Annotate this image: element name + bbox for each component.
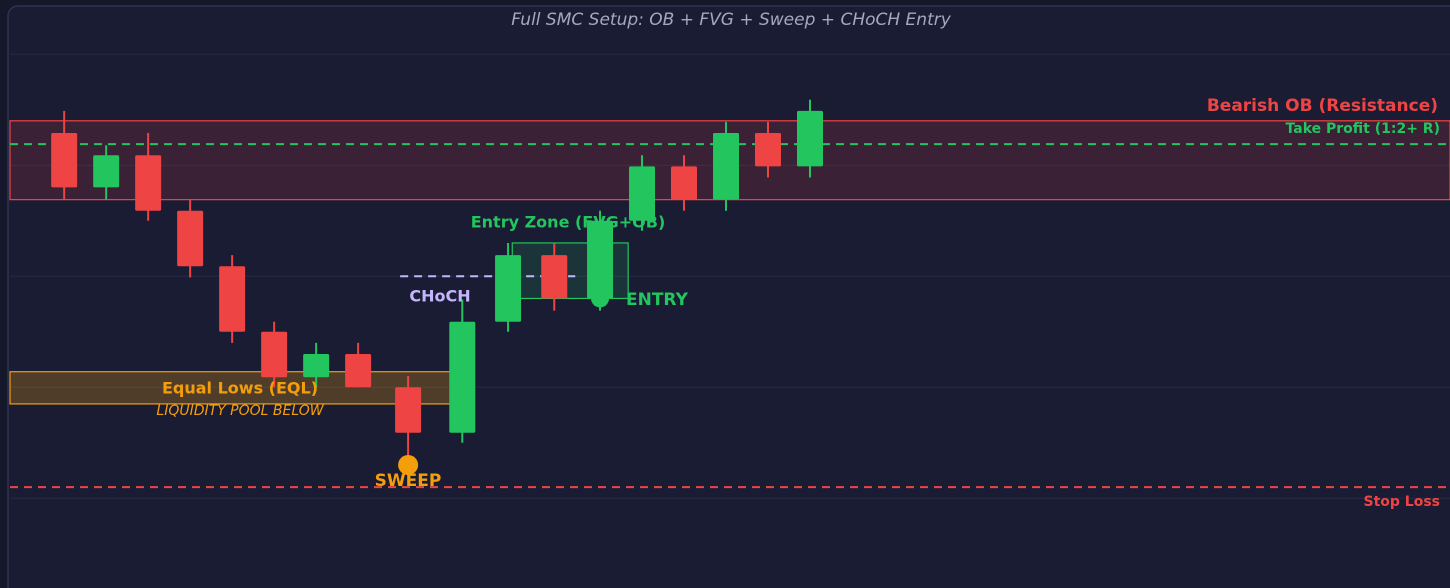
candle-body — [797, 110, 823, 167]
marker — [398, 454, 419, 475]
candle-body — [587, 220, 614, 299]
candle-body — [671, 166, 698, 200]
candle-body — [395, 387, 422, 433]
candle-body — [135, 155, 162, 211]
marker — [591, 289, 610, 308]
candle-body — [219, 266, 246, 332]
zone — [9, 371, 452, 405]
candle-body — [629, 166, 656, 221]
zone-label: Entry Zone (FVG+OB) — [471, 213, 666, 232]
zone-sublabel: LIQUIDITY POOL BELOW — [156, 403, 324, 419]
candle-body — [449, 321, 476, 433]
candle-body — [713, 133, 740, 200]
chart-title: Full SMC Setup: OB + FVG + Sweep + CHoCH… — [511, 10, 952, 30]
zone-label: Bearish OB (Resistance) — [1207, 96, 1438, 116]
candle-body — [495, 255, 522, 322]
candle-body — [541, 255, 568, 299]
line-label: Stop Loss — [1364, 494, 1441, 510]
candle-body — [303, 353, 330, 378]
marker-label: SWEEP — [375, 471, 442, 491]
panel — [7, 5, 1450, 588]
candle-body — [51, 133, 78, 188]
marker-label: ENTRY — [626, 290, 689, 310]
line-label: CHoCH — [409, 287, 470, 306]
candle-body — [345, 353, 372, 388]
candle-body — [93, 155, 120, 188]
candle-body — [261, 331, 288, 378]
line-label: Take Profit (1:2+ R) — [1286, 121, 1441, 137]
candle-body — [177, 210, 204, 267]
candle-body — [755, 133, 782, 167]
zone-label: Equal Lows (EQL) — [162, 379, 318, 398]
